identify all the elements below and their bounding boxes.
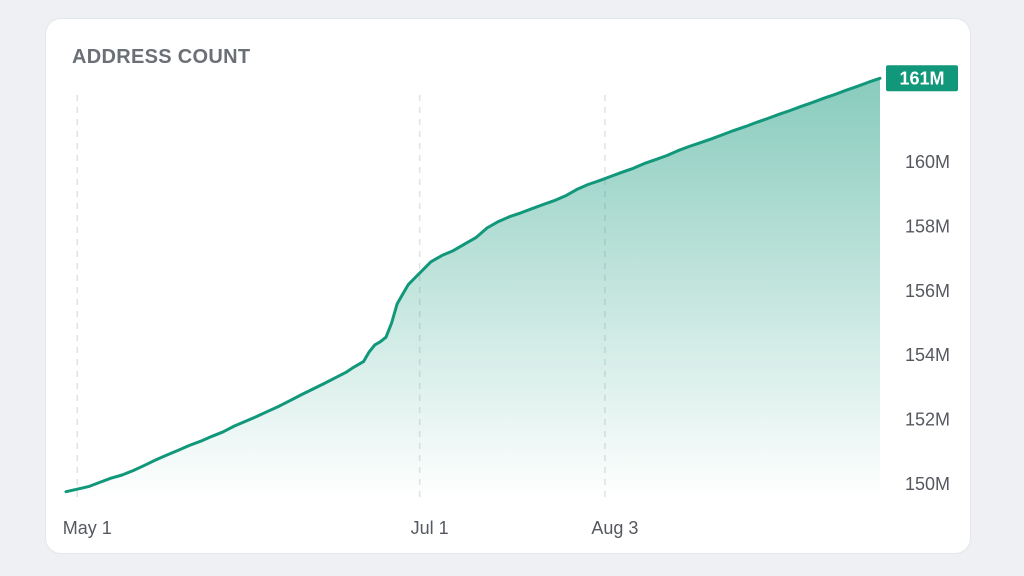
card-title: ADDRESS COUNT (72, 46, 251, 68)
y-tick-label: 158M (905, 216, 950, 236)
series-line (64, 76, 882, 494)
y-tick-label: 150M (905, 474, 950, 494)
y-axis-ticks: 150M 152M 154M 156M 158M 160M (905, 152, 950, 494)
y-tick-label: 156M (905, 281, 950, 301)
y-tick-label: 160M (905, 152, 950, 172)
area-fill (66, 78, 880, 501)
y-tick-label: 154M (905, 345, 950, 365)
x-tick-label: Jul 1 (411, 518, 449, 538)
x-axis-ticks: May 1 Jul 1 Aug 3 (63, 518, 639, 538)
y-tick-label: 152M (905, 410, 950, 430)
last-value-badge-bg (886, 65, 958, 92)
last-value-badge: 161M (886, 65, 958, 92)
last-value-label: 161M (899, 68, 944, 88)
x-tick-label: Aug 3 (591, 518, 638, 538)
x-tick-label: May 1 (63, 518, 112, 538)
